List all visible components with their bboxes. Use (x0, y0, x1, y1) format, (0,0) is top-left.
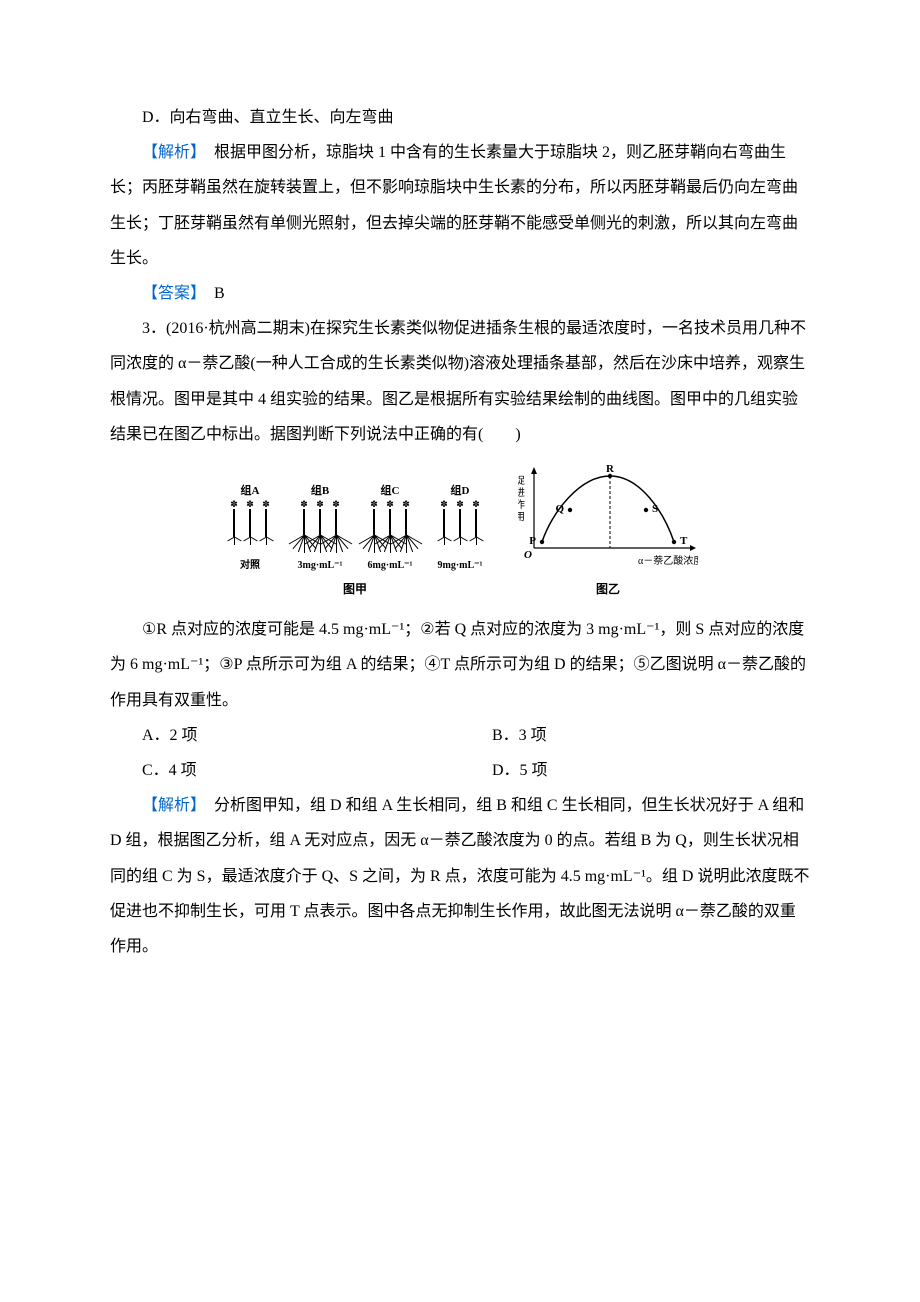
stem (405, 509, 407, 535)
group-label: 组B (311, 485, 329, 498)
plant: ✽ (330, 500, 342, 553)
plant: ✽ (228, 500, 240, 545)
roots (260, 537, 272, 545)
stem (459, 509, 461, 537)
stem (475, 509, 477, 537)
roots (244, 537, 256, 545)
svg-text:Q: Q (555, 503, 564, 515)
figure-container: 组A✽✽✽对照组B✽✽✽3mg·mL⁻¹组C✽✽✽6mg·mL⁻¹组D✽✽✽9m… (110, 462, 810, 602)
choice-c: C．4 项 (110, 753, 460, 788)
stem (319, 509, 321, 535)
concentration-label: 3mg·mL⁻¹ (298, 560, 343, 572)
choice-d: D．5 项 (460, 753, 810, 788)
stem (443, 509, 445, 537)
roots (438, 537, 450, 545)
question-3-stem: 3．(2016·杭州高二期末)在探究生长素类似物促进插条生根的最适浓度时，一名技… (110, 311, 810, 452)
analysis-label: 【解析】 (142, 144, 198, 161)
leaves-icon: ✽ (440, 500, 448, 509)
svg-text:进: 进 (518, 487, 525, 499)
stem (389, 509, 391, 535)
svg-text:R: R (606, 463, 615, 475)
option-d: D．向右弯曲、直立生长、向左弯曲 (110, 100, 810, 135)
plant: ✽ (438, 500, 450, 545)
roots (330, 535, 342, 553)
plant: ✽ (384, 500, 396, 553)
plants: ✽ ✽ ✽ (368, 500, 412, 558)
analysis-label-2: 【解析】 (142, 797, 198, 814)
svg-text:α－萘乙酸浓度: α－萘乙酸浓度 (638, 554, 698, 567)
leaves-icon: ✽ (402, 500, 410, 509)
statements: ①R 点对应的浓度可能是 4.5 mg·mL⁻¹；②若 Q 点对应的浓度为 3 … (110, 612, 810, 718)
svg-text:O: O (524, 549, 532, 561)
leaves-icon: ✽ (370, 500, 378, 509)
stem (233, 509, 235, 537)
group-label: 组D (451, 485, 470, 498)
stem (373, 509, 375, 535)
analysis-block-1: 【解析】 根据甲图分析，琼脂块 1 中含有的生长素量大于琼脂块 2，则乙胚芽鞘向… (110, 135, 810, 276)
group: 组A✽✽✽对照 (222, 485, 278, 572)
roots (400, 535, 412, 553)
figure-caption-right: 图乙 (596, 576, 620, 602)
plants: ✽ ✽ ✽ (438, 500, 482, 558)
concentration-label: 对照 (240, 560, 260, 572)
leaves-icon: ✽ (472, 500, 480, 509)
plant: ✽ (314, 500, 326, 553)
leaves-icon: ✽ (386, 500, 394, 509)
svg-text:促: 促 (518, 474, 525, 487)
answer-block-1: 【答案】 B (110, 276, 810, 311)
leaves-icon: ✽ (332, 500, 340, 509)
stem (265, 509, 267, 537)
choices-block: A．2 项 B．3 项 C．4 项 D．5 项 (110, 718, 810, 788)
plants: ✽ ✽ ✽ (298, 500, 342, 558)
stem (335, 509, 337, 535)
plant: ✽ (400, 500, 412, 553)
curve-chart: O 促进作用 α－萘乙酸浓度 P Q R S T (518, 462, 698, 572)
plant: ✽ (470, 500, 482, 545)
svg-text:用: 用 (518, 512, 525, 523)
group-label: 组C (381, 485, 400, 498)
leaves-icon: ✽ (246, 500, 254, 509)
leaves-icon: ✽ (230, 500, 238, 509)
plants: ✽ ✽ ✽ (228, 500, 272, 558)
roots (228, 537, 240, 545)
analysis-text-1: 根据甲图分析，琼脂块 1 中含有的生长素量大于琼脂块 2，则乙胚芽鞘向右弯曲生长… (110, 144, 798, 267)
roots (454, 537, 466, 545)
plant: ✽ (298, 500, 310, 553)
answer-text-1: B (198, 285, 225, 302)
stem (249, 509, 251, 537)
concentration-label: 9mg·mL⁻¹ (438, 560, 483, 572)
figure-left: 组A✽✽✽对照组B✽✽✽3mg·mL⁻¹组C✽✽✽6mg·mL⁻¹组D✽✽✽9m… (222, 485, 488, 603)
stem (303, 509, 305, 535)
figure-caption-left: 图甲 (343, 576, 367, 602)
analysis-block-2: 【解析】 分析图甲知，组 D 和组 A 生长相同，组 B 和组 C 生长相同，但… (110, 788, 810, 964)
leaves-icon: ✽ (456, 500, 464, 509)
plant: ✽ (244, 500, 256, 545)
group-label: 组A (241, 485, 260, 498)
group: 组D✽✽✽9mg·mL⁻¹ (432, 485, 488, 572)
figure-right: O 促进作用 α－萘乙酸浓度 P Q R S T 图乙 (518, 462, 698, 602)
roots (470, 537, 482, 545)
svg-text:S: S (652, 503, 658, 515)
choice-a: A．2 项 (110, 718, 460, 753)
svg-text:P: P (529, 535, 536, 547)
concentration-label: 6mg·mL⁻¹ (368, 560, 413, 572)
plant: ✽ (260, 500, 272, 545)
leaves-icon: ✽ (316, 500, 324, 509)
answer-label: 【答案】 (142, 285, 198, 302)
plant: ✽ (454, 500, 466, 545)
svg-text:作: 作 (518, 499, 525, 511)
plant: ✽ (368, 500, 380, 553)
leaves-icon: ✽ (300, 500, 308, 509)
group: 组B✽✽✽3mg·mL⁻¹ (292, 485, 348, 572)
svg-text:T: T (680, 535, 688, 547)
leaves-icon: ✽ (262, 500, 270, 509)
choice-b: B．3 项 (460, 718, 810, 753)
group: 组C✽✽✽6mg·mL⁻¹ (362, 485, 418, 572)
analysis-text-2: 分析图甲知，组 D 和组 A 生长相同，组 B 和组 C 生长相同，但生长状况好… (110, 797, 810, 955)
